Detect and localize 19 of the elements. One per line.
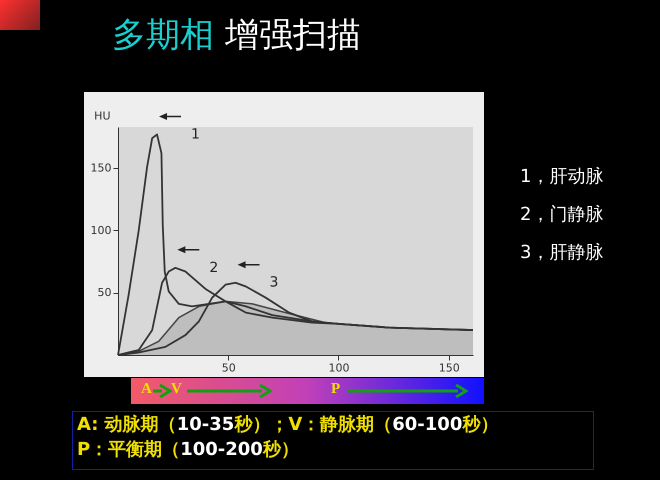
chart-title: 多期相 增强扫描 — [112, 14, 361, 57]
text: 1，肝动脉 — [520, 165, 604, 189]
annotation: 2 — [209, 260, 218, 276]
text: A — [141, 381, 152, 398]
x-tick-label: 150 — [438, 362, 460, 374]
text: V — [171, 381, 182, 398]
annotation: 1 — [191, 126, 200, 142]
x-tick-label: 100 — [328, 362, 350, 374]
text: 3，肝静脉 — [520, 241, 604, 265]
text: 2，门静脉 — [520, 203, 604, 227]
y-tick-label: 50 — [98, 286, 112, 300]
annotation: 3 — [270, 274, 278, 291]
text: P — [331, 381, 340, 398]
y-axis-title: HU — [94, 110, 110, 122]
y-tick-label: 100 — [90, 224, 112, 237]
text: P：平衡期（100-200秒） — [77, 439, 299, 460]
y-tick-label: 150 — [90, 162, 112, 175]
text: A: 动脉期（10-35秒）；V：静脉期（60-100秒） — [77, 414, 498, 435]
x-tick-label: 50 — [222, 362, 236, 374]
